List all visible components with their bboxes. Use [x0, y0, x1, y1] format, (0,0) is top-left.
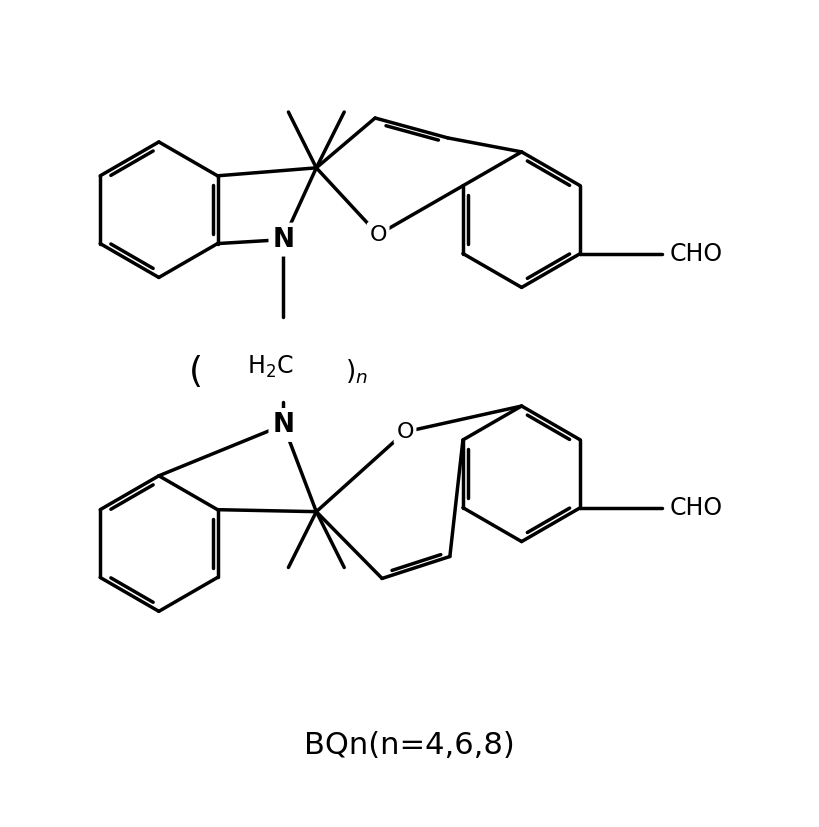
Text: O: O [369, 225, 387, 245]
Text: )$_n$: )$_n$ [346, 358, 369, 386]
Text: H$_2$C: H$_2$C [247, 354, 294, 380]
Text: BQn(n=4,6,8): BQn(n=4,6,8) [304, 731, 514, 760]
Text: (: ( [188, 355, 203, 390]
Text: O: O [396, 422, 414, 442]
Text: N: N [273, 412, 294, 438]
Text: CHO: CHO [670, 495, 723, 519]
Text: N: N [273, 227, 294, 252]
Text: CHO: CHO [670, 241, 723, 265]
